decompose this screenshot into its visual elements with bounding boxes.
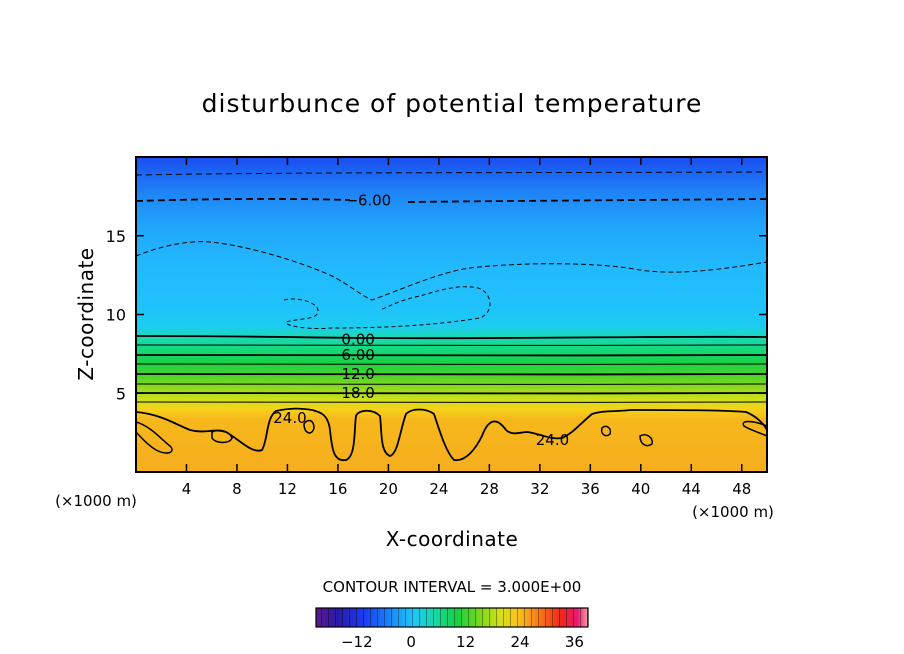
y-axis-ticks: 5 10 15 (106, 227, 767, 403)
x-tick-label: 16 (328, 480, 347, 498)
contour-label: 24.0 (273, 409, 306, 427)
contour-24 (136, 407, 767, 462)
contour-negative-upper-trough (136, 241, 767, 301)
contour-negative-top (136, 171, 767, 176)
colorbar-tick-label: −12 (341, 633, 373, 651)
y-axis-unit: (×1000 m) (55, 492, 137, 510)
colorbar-tick-label: 12 (456, 633, 475, 651)
contour-label: 18.0 (341, 384, 374, 402)
contour-24-blob-a (211, 429, 233, 444)
colorbar-tick-label: 36 (565, 633, 584, 651)
contour-label: 6.00 (341, 346, 374, 364)
contour-24-blob-b (303, 419, 315, 434)
x-tick-label: 12 (278, 480, 297, 498)
x-tick-label: 8 (232, 480, 242, 498)
contour-label: 6.00 (358, 192, 391, 210)
contour-negative-lower-loop (283, 286, 491, 329)
field-fill (136, 157, 767, 472)
x-axis-unit: (×1000 m) (692, 503, 774, 521)
contour-24-blob-c (639, 433, 654, 447)
y-tick-label: 5 (116, 384, 126, 403)
x-tick-label: 40 (631, 480, 650, 498)
colorbar: −12 0 12 24 36 (315, 607, 589, 651)
colorbar-tick-label: 0 (406, 633, 416, 651)
x-tick-label: 44 (682, 480, 701, 498)
colorbar-frame (315, 607, 589, 628)
y-axis-label: Z-coordinate (74, 247, 98, 380)
contour-label: 12.0 (341, 365, 374, 383)
contour-zero (136, 335, 767, 340)
contour-negative-6 (136, 198, 767, 203)
x-tick-label: 28 (480, 480, 499, 498)
contour-label: 24.0 (536, 431, 569, 449)
contour-24-left-loop (136, 421, 173, 454)
contour-24-right-loop (742, 420, 767, 437)
x-tick-label: 20 (379, 480, 398, 498)
y-tick-label: 10 (106, 306, 126, 325)
contour-24-blob-d (600, 425, 612, 437)
x-tick-label: 48 (732, 480, 751, 498)
contour-label: 0.00 (341, 330, 374, 348)
x-tick-label: 24 (429, 480, 448, 498)
contour-interval-label: CONTOUR INTERVAL = 3.000E+00 (323, 578, 582, 596)
y-tick-label: 15 (106, 227, 126, 246)
colorbar-segments (316, 608, 588, 627)
x-tick-label: 32 (530, 480, 549, 498)
colorbar-tick-label: 24 (510, 633, 529, 651)
x-axis-ticks: 4 8 12 16 20 24 28 32 36 40 44 48 (182, 157, 751, 498)
x-tick-label: 4 (182, 480, 192, 498)
colorbar-ticks: −12 0 12 24 36 (341, 633, 584, 651)
x-tick-label: 36 (581, 480, 600, 498)
x-axis-label: X-coordinate (386, 527, 519, 551)
chart-title: disturbunce of potential temperature (202, 89, 703, 118)
